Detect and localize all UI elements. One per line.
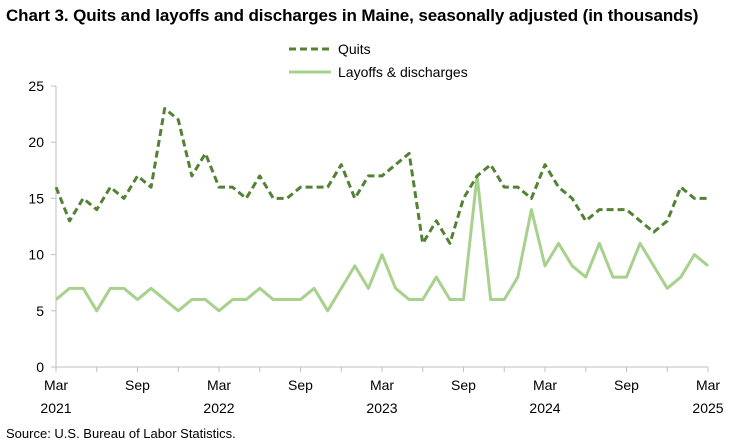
source-note: Source: U.S. Bureau of Labor Statistics. xyxy=(6,426,236,441)
series-line-layoffs-discharges xyxy=(55,174,709,313)
x-axis: Mar 2021 Sep Mar 2022 Sep Mar 2023 Sep Mar 2024 Sep… xyxy=(40,366,724,416)
y-tick-label: 20 xyxy=(28,134,44,150)
y-axis: 0 5 10 15 20 25 xyxy=(28,78,57,375)
x-tick-label-month: Sep xyxy=(614,377,639,393)
x-tick-label-month: Mar xyxy=(696,377,720,393)
y-tick-label: 5 xyxy=(36,303,44,319)
y-tick-label: 0 xyxy=(36,359,44,375)
x-tick-label-month: Mar xyxy=(44,377,68,393)
x-tick-label-month: Mar xyxy=(207,377,231,393)
y-tick-label: 10 xyxy=(28,247,44,263)
x-tick-label-month: Sep xyxy=(125,377,150,393)
y-tick-label: 15 xyxy=(28,190,44,206)
legend: Quits Layoffs & discharges xyxy=(289,41,468,80)
series-line-quits xyxy=(54,106,708,245)
x-tick-label-month: Mar xyxy=(533,377,557,393)
x-tick-label-year: 2022 xyxy=(203,400,234,416)
x-tick-label-month: Sep xyxy=(451,377,476,393)
y-tick-label: 25 xyxy=(28,78,44,94)
x-tick-label-month: Mar xyxy=(370,377,394,393)
x-tick-label-year: 2023 xyxy=(366,400,397,416)
x-tick-label-month: Sep xyxy=(288,377,313,393)
legend-label-layoffs: Layoffs & discharges xyxy=(338,64,468,80)
plot-series xyxy=(54,106,709,313)
chart-title: Chart 3. Quits and layoffs and discharge… xyxy=(6,6,699,25)
x-tick-label-year: 2024 xyxy=(529,400,560,416)
legend-label-quits: Quits xyxy=(338,41,371,57)
x-tick-label-year: 2025 xyxy=(692,400,723,416)
x-tick-label-year: 2021 xyxy=(40,400,71,416)
